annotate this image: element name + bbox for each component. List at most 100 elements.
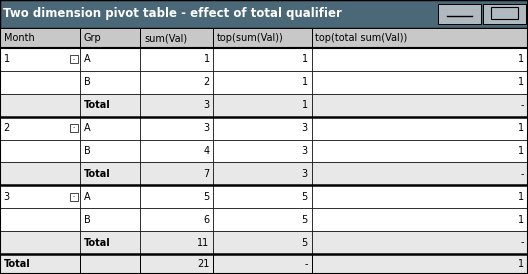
Bar xyxy=(213,94,312,117)
Bar xyxy=(312,71,528,94)
Bar xyxy=(80,94,140,117)
Bar xyxy=(213,208,312,231)
Text: A: A xyxy=(84,123,91,133)
Text: -: - xyxy=(72,125,75,131)
Bar xyxy=(80,162,140,185)
Text: 3: 3 xyxy=(301,123,308,133)
Text: -: - xyxy=(304,259,308,269)
Text: B: B xyxy=(84,215,91,225)
Bar xyxy=(0,162,80,185)
Bar xyxy=(80,28,140,48)
Bar xyxy=(140,139,213,162)
Bar xyxy=(140,94,213,117)
Bar xyxy=(312,117,528,139)
Bar xyxy=(140,162,213,185)
Bar xyxy=(140,254,213,274)
Text: 1: 1 xyxy=(203,55,210,64)
Text: 1: 1 xyxy=(518,146,524,156)
Bar xyxy=(140,48,213,71)
Text: 3: 3 xyxy=(203,100,210,110)
Bar xyxy=(140,28,213,48)
Bar xyxy=(140,71,213,94)
Bar xyxy=(312,208,528,231)
Bar xyxy=(483,4,526,24)
Bar xyxy=(0,0,528,28)
Text: top(total sum(Val)): top(total sum(Val)) xyxy=(315,33,408,43)
Text: 1: 1 xyxy=(518,55,524,64)
Bar xyxy=(213,28,312,48)
Bar xyxy=(213,117,312,139)
Bar xyxy=(0,208,80,231)
Bar xyxy=(80,139,140,162)
Text: 1: 1 xyxy=(301,77,308,87)
Text: 1: 1 xyxy=(518,192,524,202)
Text: 1: 1 xyxy=(301,55,308,64)
Bar xyxy=(213,254,312,274)
Bar xyxy=(312,28,528,48)
Bar xyxy=(0,48,80,71)
Text: 21: 21 xyxy=(197,259,210,269)
Bar xyxy=(140,185,213,208)
Text: sum(Val): sum(Val) xyxy=(144,33,187,43)
Text: 2: 2 xyxy=(203,77,210,87)
Text: Two dimension pivot table - effect of total qualifier: Two dimension pivot table - effect of to… xyxy=(3,7,342,21)
Bar xyxy=(213,162,312,185)
Text: B: B xyxy=(84,146,91,156)
Text: 3: 3 xyxy=(301,146,308,156)
Bar xyxy=(80,231,140,254)
Bar xyxy=(213,185,312,208)
Bar xyxy=(213,71,312,94)
Bar xyxy=(438,4,481,24)
Text: B: B xyxy=(84,77,91,87)
Text: -: - xyxy=(521,100,524,110)
Text: 1: 1 xyxy=(301,100,308,110)
Bar xyxy=(80,208,140,231)
Bar xyxy=(312,162,528,185)
Bar xyxy=(80,117,140,139)
Text: -: - xyxy=(521,169,524,179)
Bar xyxy=(140,231,213,254)
Bar xyxy=(80,254,140,274)
Text: -: - xyxy=(521,238,524,247)
Text: 5: 5 xyxy=(301,238,308,247)
Bar xyxy=(0,185,80,208)
Text: 2: 2 xyxy=(4,123,10,133)
Bar xyxy=(70,193,78,201)
Bar xyxy=(80,185,140,208)
Text: Total: Total xyxy=(84,238,111,247)
Bar xyxy=(213,48,312,71)
Text: Total: Total xyxy=(84,169,111,179)
Text: Total: Total xyxy=(4,259,31,269)
Text: 1: 1 xyxy=(518,123,524,133)
Bar xyxy=(213,231,312,254)
Bar xyxy=(0,71,80,94)
Bar xyxy=(312,185,528,208)
Bar xyxy=(312,231,528,254)
Text: A: A xyxy=(84,192,91,202)
Bar xyxy=(312,254,528,274)
Text: A: A xyxy=(84,55,91,64)
Bar xyxy=(0,117,80,139)
Text: 3: 3 xyxy=(203,123,210,133)
Bar xyxy=(80,48,140,71)
Bar xyxy=(491,7,518,19)
Bar xyxy=(0,254,80,274)
Bar xyxy=(312,139,528,162)
Bar xyxy=(140,117,213,139)
Text: 7: 7 xyxy=(203,169,210,179)
Text: 5: 5 xyxy=(301,192,308,202)
Bar xyxy=(140,208,213,231)
Text: -: - xyxy=(72,57,75,62)
Text: Month: Month xyxy=(4,33,34,43)
Text: 1: 1 xyxy=(4,55,10,64)
Text: 1: 1 xyxy=(518,77,524,87)
Bar xyxy=(80,71,140,94)
Bar xyxy=(0,139,80,162)
Text: 6: 6 xyxy=(203,215,210,225)
Text: 3: 3 xyxy=(4,192,10,202)
Bar xyxy=(0,94,80,117)
Bar xyxy=(312,48,528,71)
Text: 3: 3 xyxy=(301,169,308,179)
Text: top(sum(Val)): top(sum(Val)) xyxy=(217,33,284,43)
Text: 1: 1 xyxy=(518,259,524,269)
